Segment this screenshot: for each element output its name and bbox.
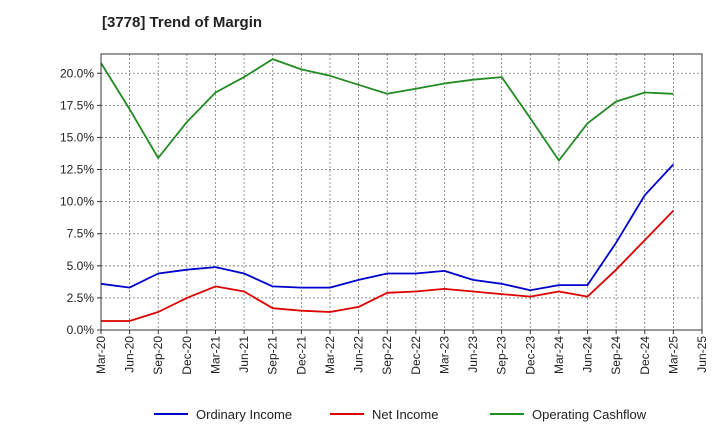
legend-label: Ordinary Income [196, 407, 292, 422]
x-tick-label: Jun-22 [352, 336, 366, 373]
y-tick-label: 7.5% [67, 227, 95, 241]
x-tick-label: Jun-25 [695, 336, 709, 373]
y-tick-label: 2.5% [67, 291, 95, 305]
x-tick-label: Sep-21 [266, 336, 280, 375]
x-axis: Mar-20 Jun-20 Sep-20 Dec-20 Mar-21 Jun-21 Sep-… [94, 330, 709, 375]
x-tick-label: Sep-24 [609, 336, 623, 375]
series-line-operating-cashflow [100, 58, 674, 162]
x-tick-label: Mar-23 [437, 336, 451, 374]
x-tick-label: Dec-21 [294, 336, 308, 375]
y-tick-label: 12.5% [60, 163, 94, 177]
legend-label: Net Income [372, 407, 438, 422]
x-tick-label: Mar-20 [94, 336, 108, 374]
x-tick-label: Jun-21 [237, 336, 251, 373]
x-tick-label: Sep-22 [380, 336, 394, 375]
x-tick-label: Dec-23 [523, 336, 537, 375]
x-tick-label: Jun-20 [123, 336, 137, 373]
x-tick-label: Sep-23 [495, 336, 509, 375]
legend: Ordinary Income Net Income Operating Cashf… [154, 407, 647, 422]
series-layer [100, 58, 675, 322]
x-tick-label: Sep-20 [151, 336, 165, 375]
grid-layer [101, 54, 702, 330]
legend-label: Operating Cashflow [532, 407, 647, 422]
x-tick-label: Dec-20 [180, 336, 194, 375]
y-tick-label: 20.0% [60, 66, 94, 80]
x-tick-label: Mar-22 [323, 336, 337, 374]
y-tick-label: 10.0% [60, 195, 94, 209]
series-line-net-income [101, 209, 675, 322]
x-tick-label: Jun-24 [581, 336, 595, 373]
x-tick-label: Dec-24 [638, 336, 652, 375]
y-tick-label: 0.0% [67, 323, 95, 337]
x-tick-label: Dec-22 [409, 336, 423, 375]
x-tick-label: Mar-25 [666, 336, 680, 374]
x-tick-label: Mar-21 [208, 336, 222, 374]
plot-frame [100, 53, 703, 331]
y-tick-label: 5.0% [67, 259, 95, 273]
x-tick-label: Jun-23 [466, 336, 480, 373]
series-line-ordinary-income [100, 163, 675, 292]
y-tick-label: 15.0% [60, 130, 94, 144]
x-tick-label: Mar-24 [552, 336, 566, 374]
y-axis: 0.0% 2.5% 5.0% 7.5% 10.0% 12.5% 15.0% 17.5% 20.0… [60, 66, 101, 337]
y-tick-label: 17.5% [60, 98, 94, 112]
chart-title: [3778] Trend of Margin [102, 14, 263, 31]
